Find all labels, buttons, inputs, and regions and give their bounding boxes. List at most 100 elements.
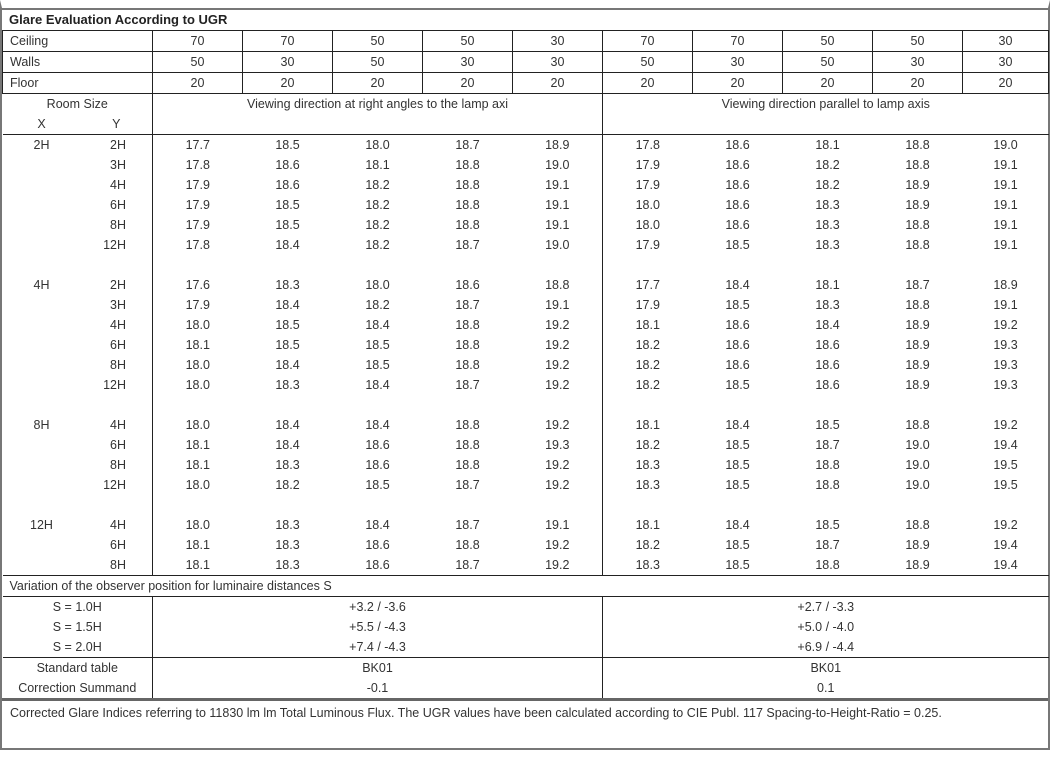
ugr-value: 18.8 xyxy=(455,218,480,232)
ugr-value: 18.7 xyxy=(455,378,480,392)
variation-row: S = 1.0H +3.2 / -3.6 +2.7 / -3.3 xyxy=(3,596,1049,617)
ugr-value: 18.5 xyxy=(365,478,390,492)
ugr-value: 19.0 xyxy=(545,238,570,252)
reflectance-value: 50 xyxy=(332,51,423,73)
reflectance-value: 20 xyxy=(962,72,1049,94)
ugr-value: 18.4 xyxy=(725,418,750,432)
ugr-value: 19.2 xyxy=(545,478,570,492)
ugr-value: 19.3 xyxy=(993,378,1018,392)
ugr-value: 18.9 xyxy=(905,358,930,372)
ugr-value: 18.1 xyxy=(365,158,390,172)
ugr-value: 18.1 xyxy=(602,315,693,335)
ugr-value: 19.1 xyxy=(993,178,1018,192)
ugr-value: 18.6 xyxy=(365,538,390,552)
ugr-value: 19.0 xyxy=(545,158,570,172)
ugr-value: 18.6 xyxy=(815,338,840,352)
ugr-value: 18.0 xyxy=(152,315,243,335)
ugr-value: 19.2 xyxy=(545,558,570,572)
ugr-value: 19.1 xyxy=(993,158,1018,172)
room-x xyxy=(3,155,81,175)
reflectance-value: 20 xyxy=(242,72,333,94)
ugr-value: 18.8 xyxy=(455,158,480,172)
ugr-value: 19.1 xyxy=(545,178,570,192)
table-row: 6H 17.9 18.5 18.2 18.8 19.1 18.0 18.6 18.3 18.9 19… xyxy=(3,195,1049,215)
ugr-value: 18.8 xyxy=(905,238,930,252)
ugr-value: 18.1 xyxy=(782,134,873,155)
standard-perpendicular: -0.1 xyxy=(152,678,603,698)
spacer xyxy=(3,495,153,515)
room-y: 12H xyxy=(103,378,126,392)
ugr-value: 19.1 xyxy=(993,238,1018,252)
ugr-value: 19.2 xyxy=(545,418,570,432)
ugr-value: 18.1 xyxy=(152,455,243,475)
reflectance-value: 50 xyxy=(332,30,423,52)
spacer xyxy=(602,395,1049,415)
ugr-value: 18.2 xyxy=(365,178,390,192)
ugr-value: 19.2 xyxy=(545,358,570,372)
ugr-value: 19.4 xyxy=(993,438,1018,452)
ugr-value: 18.4 xyxy=(275,358,300,372)
reflectance-value: 30 xyxy=(512,30,603,52)
ugr-value: 19.3 xyxy=(545,438,570,452)
ugr-value: 18.7 xyxy=(455,298,480,312)
room-y: 4H xyxy=(110,318,126,332)
reflectance-label: Ceiling xyxy=(2,30,153,52)
room-y: 8H xyxy=(110,458,126,472)
ugr-value: 18.8 xyxy=(815,458,840,472)
variation-perpendicular: +5.5 / -4.3 xyxy=(152,617,603,637)
ugr-value: 18.8 xyxy=(905,218,930,232)
room-x: 12H xyxy=(30,518,53,532)
variation-parallel: +5.0 / -4.0 xyxy=(602,617,1049,637)
ugr-value: 18.6 xyxy=(725,338,750,352)
ugr-value: 18.4 xyxy=(275,298,300,312)
ugr-value: 18.1 xyxy=(152,535,243,555)
spacer xyxy=(152,395,603,415)
ugr-value: 18.2 xyxy=(602,435,693,455)
variation-label: S = 2.0H xyxy=(2,637,153,658)
ugr-value: 18.2 xyxy=(365,198,390,212)
ugr-value: 18.8 xyxy=(905,418,930,432)
ugr-value: 19.1 xyxy=(545,218,570,232)
ugr-value: 18.6 xyxy=(725,218,750,232)
ugr-value: 18.8 xyxy=(455,358,480,372)
room-x xyxy=(3,535,81,555)
ugr-value: 18.4 xyxy=(275,418,300,432)
ugr-value: 18.6 xyxy=(275,158,300,172)
table-row: 8H 4H 18.0 18.4 18.4 18.8 19.2 18.1 18.4 18.5 18.8… xyxy=(3,415,1049,435)
reflectance-value: 50 xyxy=(422,30,513,52)
reflectance-row: Ceiling 70 70 50 50 30 70 70 50 50 30 xyxy=(2,30,1049,52)
ugr-value: 19.1 xyxy=(993,198,1018,212)
reflectance-row: Walls 50 30 50 30 30 50 30 50 30 30 xyxy=(2,51,1049,73)
ugr-value: 19.5 xyxy=(993,478,1018,492)
ugr-value: 18.2 xyxy=(365,298,390,312)
room-y: 6H xyxy=(110,538,126,552)
ugr-value: 18.9 xyxy=(905,378,930,392)
reflectance-value: 30 xyxy=(692,51,783,73)
ugr-value: 18.1 xyxy=(152,335,243,355)
ugr-value: 18.1 xyxy=(602,415,693,435)
ugr-value: 18.5 xyxy=(725,438,750,452)
ugr-value: 18.0 xyxy=(152,375,243,395)
ugr-value: 18.4 xyxy=(725,518,750,532)
ugr-value: 18.9 xyxy=(905,198,930,212)
room-y: 8H xyxy=(110,358,126,372)
ugr-value: 18.9 xyxy=(905,338,930,352)
reflectance-value: 20 xyxy=(782,72,873,94)
standard-label: Correction Summand xyxy=(18,681,137,695)
ugr-value: 17.9 xyxy=(602,295,693,315)
ugr-value: 18.6 xyxy=(692,134,783,155)
ugr-value: 18.5 xyxy=(725,558,750,572)
table-row: 8H 18.1 18.3 18.6 18.7 19.2 18.3 18.5 18.8 18.9 19… xyxy=(3,555,1049,576)
room-y: 4H xyxy=(110,178,126,192)
ugr-value: 18.2 xyxy=(815,178,840,192)
ugr-value: 19.5 xyxy=(993,458,1018,472)
ugr-value: 19.0 xyxy=(962,134,1049,155)
ugr-value: 18.8 xyxy=(815,478,840,492)
ugr-value: 18.5 xyxy=(815,518,840,532)
ugr-value: 19.2 xyxy=(545,378,570,392)
ugr-value: 19.1 xyxy=(545,518,570,532)
variation-parallel: +2.7 / -3.3 xyxy=(602,596,1049,617)
ugr-value: 18.4 xyxy=(725,278,750,292)
room-y: 6H xyxy=(110,438,126,452)
ugr-value: 19.2 xyxy=(545,318,570,332)
